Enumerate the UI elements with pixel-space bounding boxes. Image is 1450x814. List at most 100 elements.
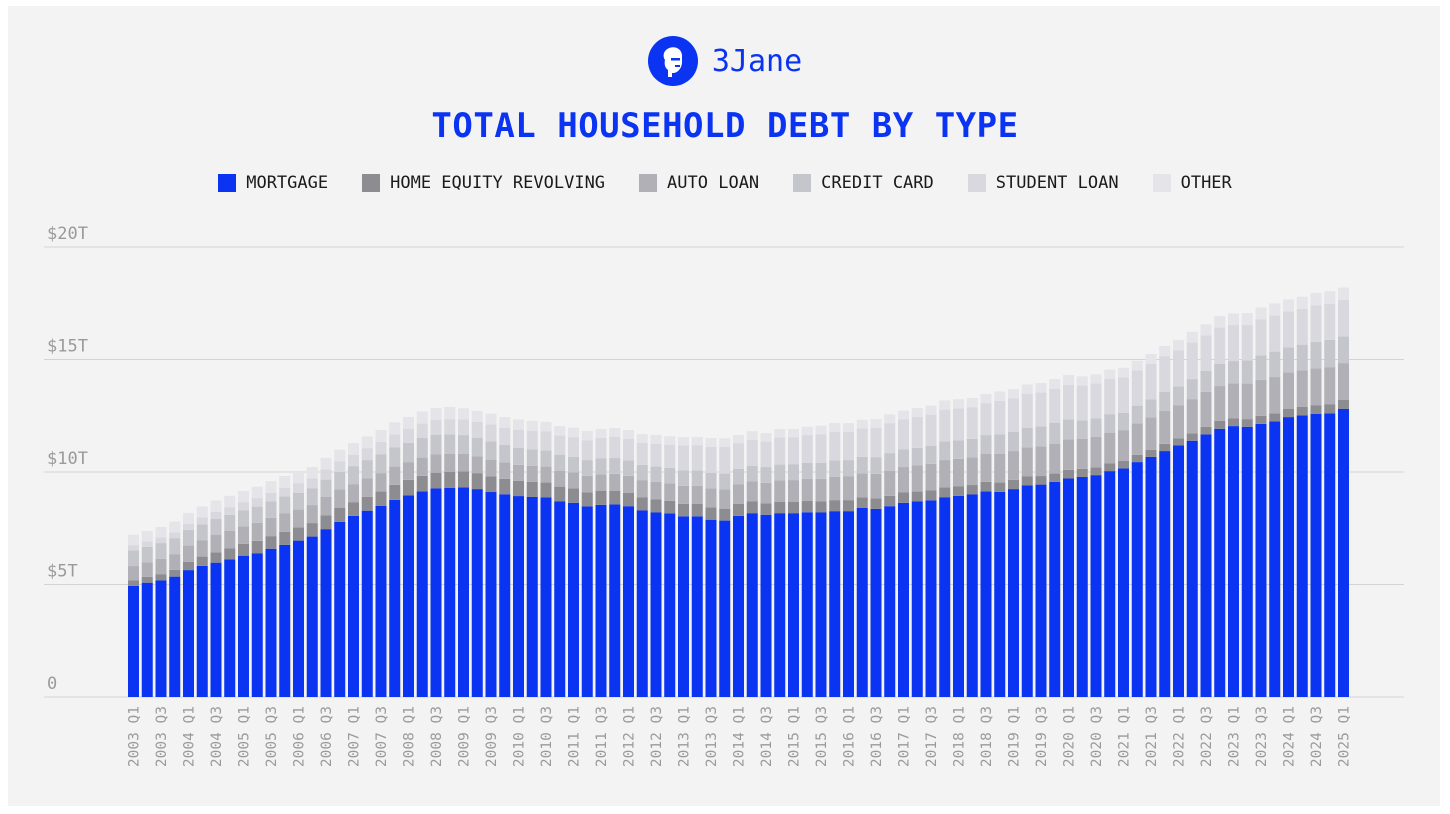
bar-segment	[196, 524, 208, 541]
bar-segment	[1186, 440, 1198, 697]
bar-segment	[911, 491, 923, 502]
bar-segment	[1186, 433, 1198, 441]
bar-segment	[994, 491, 1006, 697]
bar-segment	[141, 546, 153, 563]
bar-segment	[595, 504, 607, 697]
bar-segment	[1076, 420, 1088, 439]
bar-segment	[183, 545, 194, 562]
bar-segment	[1049, 379, 1061, 389]
y-tick-label: $10T	[47, 449, 88, 469]
bar-segment	[1324, 339, 1336, 368]
x-tick-label: 2009 Q3	[484, 706, 500, 767]
bar-segment	[1241, 325, 1253, 361]
bar-segment	[416, 457, 428, 476]
x-tick-label: 2024 Q3	[1309, 706, 1325, 767]
bar-segment	[568, 472, 579, 489]
bar-segment	[939, 409, 951, 442]
bar-segment	[169, 532, 181, 539]
bar-segment	[169, 576, 181, 698]
bar-segment	[444, 487, 456, 697]
bar-segment	[1173, 340, 1184, 351]
bar-segment	[609, 504, 621, 697]
bar-segment	[994, 434, 1006, 454]
bar-segment	[746, 431, 758, 440]
bar-segment	[664, 483, 676, 501]
bar-segment	[1200, 426, 1212, 435]
bar-segment	[1338, 409, 1349, 697]
bar-segment	[1269, 303, 1281, 316]
y-tick-label: 0	[47, 674, 57, 694]
bar-segment	[788, 429, 799, 438]
bar-segment	[1145, 353, 1157, 364]
brand-header: 3Jane	[0, 36, 1450, 86]
bar-segment	[1296, 406, 1308, 416]
bar-segment	[581, 431, 593, 441]
y-tick-label: $15T	[47, 337, 88, 357]
x-tick-label: 2025 Q1	[1337, 706, 1353, 767]
x-tick-label: 2017 Q3	[924, 706, 940, 767]
bar-segment	[966, 494, 978, 697]
bar-segment	[705, 507, 717, 520]
bar-segment	[1159, 346, 1171, 357]
bar-segment	[994, 482, 1006, 492]
x-tick-label: 2010 Q3	[539, 706, 555, 767]
bar-segment	[444, 434, 456, 454]
bar-segment	[389, 422, 401, 435]
x-tick-label: 2007 Q3	[374, 706, 390, 767]
bar-segment	[1104, 432, 1116, 464]
bar-segment	[348, 454, 359, 467]
bar-segment	[1035, 476, 1047, 485]
bar-segment	[513, 496, 524, 697]
bar-segment	[1186, 379, 1198, 400]
bar-segment	[375, 429, 387, 442]
x-tick-label: 2016 Q3	[869, 706, 885, 767]
bar-segment	[870, 457, 882, 474]
bar-segment	[416, 475, 428, 492]
bar-segment	[196, 540, 208, 557]
bar-segment	[829, 422, 841, 432]
bar-segment	[925, 500, 937, 697]
x-tick-label: 2009 Q1	[457, 706, 473, 767]
bar-segment	[238, 526, 249, 544]
bar-segment	[898, 410, 909, 420]
bar-segment	[1324, 303, 1336, 340]
bar-segment	[471, 410, 483, 422]
bar-segment	[485, 424, 497, 442]
bar-segment	[691, 516, 703, 697]
bar-segment	[499, 427, 511, 445]
bar-segment	[1021, 384, 1033, 394]
bar-segment	[183, 561, 194, 571]
bar-segment	[1283, 409, 1294, 418]
bar-segment	[485, 441, 497, 460]
bar-segment	[306, 536, 318, 697]
x-tick-label: 2012 Q3	[649, 706, 665, 767]
bar-segment	[1324, 291, 1336, 304]
bar-segment	[1214, 386, 1226, 421]
bar-segment	[1118, 367, 1129, 378]
bar-segment	[568, 488, 579, 503]
bar-segment	[829, 460, 841, 477]
bar-segment	[1118, 430, 1129, 461]
bar-segment	[1049, 473, 1061, 482]
x-tick-label: 2019 Q3	[1034, 706, 1050, 767]
bar-segment	[1118, 412, 1129, 431]
bar-segment	[774, 437, 786, 465]
bar-segment	[980, 491, 992, 697]
bar-segment	[1131, 462, 1143, 697]
bar-segment	[210, 511, 222, 520]
bar-segment	[774, 480, 786, 502]
y-tick-label: $5T	[47, 562, 78, 582]
bar-segment	[238, 490, 249, 503]
bar-segment	[554, 435, 566, 455]
x-tick-label: 2008 Q3	[429, 706, 445, 767]
x-tick-label: 2022 Q3	[1199, 706, 1215, 767]
bar-segment	[430, 419, 442, 435]
bar-segment	[1214, 428, 1226, 697]
bar-segment	[361, 478, 373, 497]
bar-segment	[265, 492, 277, 502]
x-tick-label: 2004 Q1	[182, 706, 198, 767]
bar-segment	[1104, 379, 1116, 415]
bar-segment	[994, 391, 1006, 401]
bar-segment	[678, 445, 689, 471]
bar-segment	[1186, 342, 1198, 380]
